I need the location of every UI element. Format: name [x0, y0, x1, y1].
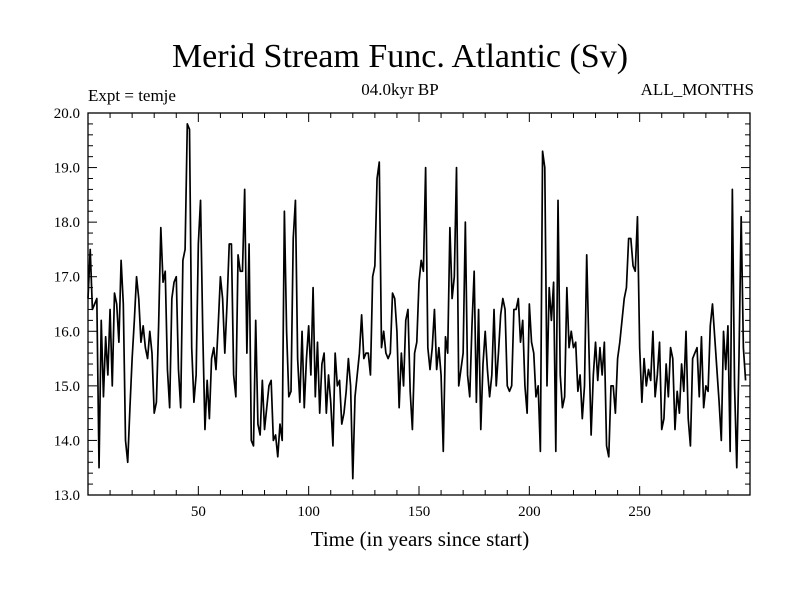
x-tick-label: 100: [297, 504, 320, 520]
y-tick-label: 13.0: [54, 488, 80, 504]
y-tick-label: 19.0: [54, 161, 80, 177]
x-tick-label: 250: [628, 504, 651, 520]
chart-title: Merid Stream Func. Atlantic (Sv): [0, 38, 800, 76]
months-label: ALL_MONTHS: [641, 80, 754, 100]
y-tick-label: 17.0: [54, 270, 80, 286]
x-tick-label: 50: [191, 504, 206, 520]
y-tick-label: 16.0: [54, 324, 80, 340]
y-tick-label: 14.0: [54, 433, 80, 449]
y-tick-label: 15.0: [54, 379, 80, 395]
x-axis-label: Time (in years since start): [0, 527, 800, 552]
x-tick-label: 150: [408, 504, 431, 520]
y-tick-label: 18.0: [54, 215, 80, 231]
series-line-amoc: [88, 124, 746, 479]
x-tick-label: 200: [518, 504, 541, 520]
y-tick-label: 20.0: [54, 106, 80, 122]
